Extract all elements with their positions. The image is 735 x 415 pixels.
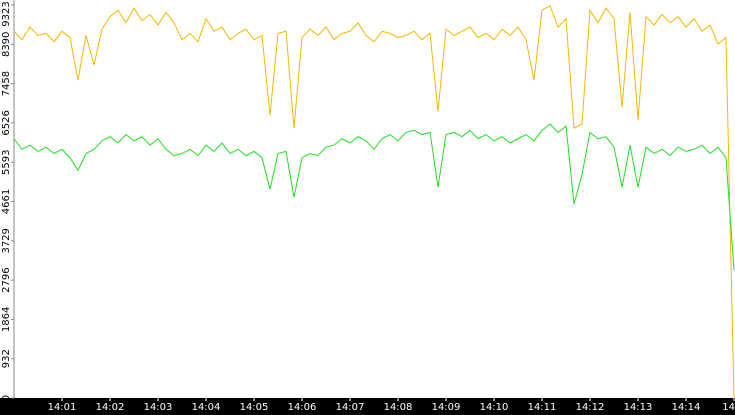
series-line: [13, 5, 735, 399]
y-tick-label: 932: [1, 349, 12, 368]
x-tick-label: 14:03: [144, 402, 173, 413]
x-tick-label: 14:12: [576, 402, 605, 413]
x-tick-label: 14:01: [48, 402, 77, 413]
x-tick-label: 14:11: [528, 402, 557, 413]
x-axis-bar: [0, 398, 735, 415]
x-tick-label: 14:13: [624, 402, 653, 413]
x-tick-label: 14:05: [240, 402, 269, 413]
x-tick-label: 14:10: [480, 402, 509, 413]
x-tick-label: 14:08: [384, 402, 413, 413]
x-tick-label: 14:09: [432, 402, 461, 413]
y-tick-label: 6526: [1, 110, 12, 135]
x-tick-label: 14:06: [288, 402, 317, 413]
x-tick-label: 14:02: [96, 402, 125, 413]
x-tick-label: 14:14: [672, 402, 701, 413]
y-tick-label: 3729: [1, 228, 12, 253]
y-tick-label: 7458: [1, 71, 12, 96]
y-tick-label: 4661: [1, 189, 12, 214]
y-tick-label: 2796: [1, 267, 12, 292]
x-tick-label: 14: [722, 402, 735, 413]
y-tick-label: 8390: [1, 32, 12, 57]
x-tick-label: 14:07: [336, 402, 365, 413]
y-tick-label: 9323: [1, 1, 12, 26]
x-tick-label: 14:04: [192, 402, 221, 413]
series-line: [13, 123, 735, 271]
y-tick-label: 5593: [1, 150, 12, 175]
y-tick-label: 1864: [1, 307, 12, 332]
y-tick-label: 0: [1, 395, 12, 401]
